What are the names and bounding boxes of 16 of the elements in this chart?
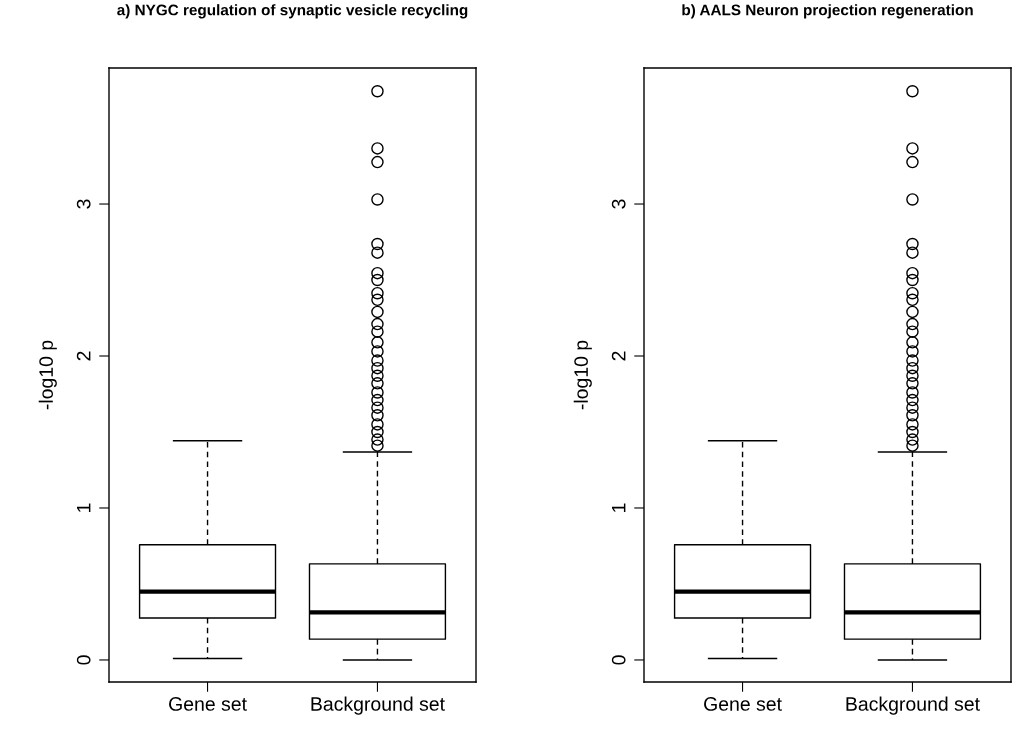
y-tick-label: 0 <box>76 655 91 665</box>
x-tick-label: Gene set <box>704 697 782 711</box>
y-axis-title: -log10 p <box>573 340 592 410</box>
y-tick-label: 1 <box>77 503 91 512</box>
y-tick-label: 2 <box>611 351 626 361</box>
y-tick-label: 3 <box>611 199 626 209</box>
chart-title: b) AALS Neuron projection regeneration <box>682 4 973 19</box>
y-axis-title: -log10 p <box>38 340 57 410</box>
y-tick-label: 0 <box>611 655 626 665</box>
x-tick-label: Background set <box>846 696 980 715</box>
y-tick-label: 3 <box>76 199 91 209</box>
x-tick-label: Gene set <box>169 697 247 711</box>
x-tick-label: Background set <box>311 696 445 715</box>
y-tick-label: 1 <box>612 503 626 512</box>
chart-title: a) NYGC regulation of synaptic vesicle recycling <box>117 4 468 19</box>
y-tick-label: 2 <box>76 351 91 361</box>
